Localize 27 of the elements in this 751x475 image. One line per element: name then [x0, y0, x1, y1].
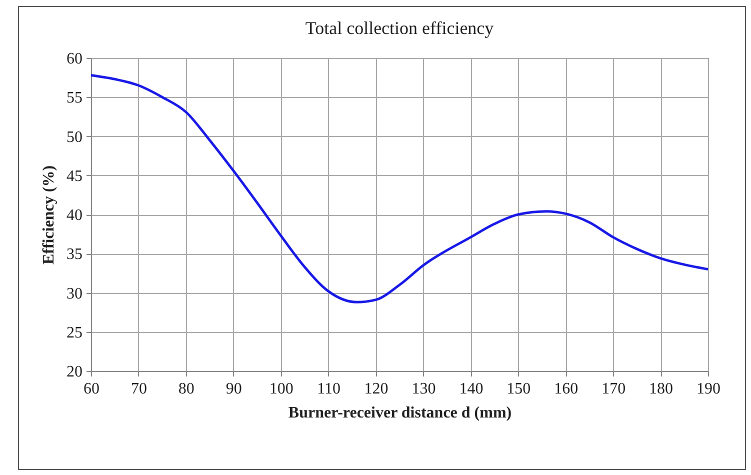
x-tick-label: 110: [317, 380, 341, 398]
x-tick-label: 70: [130, 380, 147, 398]
y-tick-label: 60: [66, 50, 82, 68]
x-tick-label: 120: [364, 380, 388, 398]
x-tick-label: 130: [412, 380, 436, 398]
x-tick-label: 170: [602, 380, 626, 398]
y-tick-label: 55: [66, 90, 82, 107]
y-tick-label: 40: [66, 207, 82, 224]
x-tick-label: 140: [459, 380, 484, 398]
y-tick-label: 45: [66, 168, 82, 185]
x-tick-label: 80: [178, 380, 194, 398]
y-tick-label: 25: [66, 324, 82, 342]
x-tick-label: 150: [506, 380, 531, 398]
x-tick-label: 100: [269, 380, 294, 398]
x-tick-label: 190: [696, 380, 720, 398]
chart-title: Total collection efficiency: [305, 18, 494, 38]
x-tick-label: 160: [554, 380, 578, 398]
x-tick-label: 60: [84, 380, 100, 398]
line-series: [90, 74, 710, 304]
y-tick-label: 50: [66, 128, 82, 146]
y-tick-label: 35: [66, 246, 82, 264]
y-axis-title: Efficiency (%): [40, 165, 58, 265]
x-axis-title: Burner-receiver distance d (mm): [288, 404, 512, 422]
y-tick-label: 20: [66, 364, 82, 380]
x-tick-label: 180: [649, 380, 674, 398]
y-tick-label: 30: [66, 285, 82, 302]
x-tick-label: 90: [226, 380, 242, 398]
